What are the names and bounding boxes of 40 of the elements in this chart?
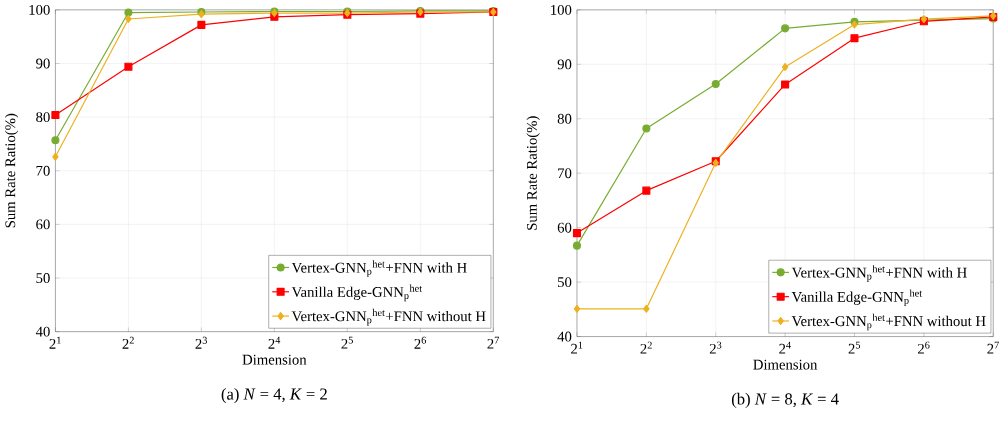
y-tick-label: 90 bbox=[36, 58, 50, 69]
y-tick-label: 70 bbox=[558, 168, 572, 179]
y-tick-label: 100 bbox=[29, 4, 50, 15]
x-axis-title: Dimension bbox=[242, 354, 307, 365]
text: (a) N = 4, K = 2 bbox=[221, 387, 327, 404]
legend-label: Vanilla Edge-GNN$_{p}$het bbox=[291, 284, 423, 302]
x-tick-label: 2$^{2}$ bbox=[122, 336, 134, 349]
legend-label: Vanilla Edge-GNN$_{p}$het bbox=[791, 289, 923, 306]
x-tick-label: 2$^{2}$ bbox=[640, 341, 652, 354]
x-tick-label: 2$^{6}$ bbox=[414, 336, 427, 349]
y-tick-label: 80 bbox=[557, 113, 572, 124]
y-tick-label: 40 bbox=[35, 326, 50, 337]
x-tick-label: 2$^{7}$ bbox=[987, 341, 999, 354]
x-tick-label: 2$^{4}$ bbox=[779, 341, 791, 354]
legend-label: Vertex-GNN$_{p}$$^{het}$+FNN without H bbox=[291, 308, 486, 326]
y-tick-label: 60 bbox=[557, 222, 572, 233]
y-tick-label: 40 bbox=[557, 331, 572, 342]
y-tick-label: 60 bbox=[36, 219, 50, 230]
y-axis-title: Sum Rate Ratio(%) bbox=[526, 116, 540, 230]
x-tick-label: 2$^{1}$ bbox=[571, 341, 583, 354]
legend-label: Vertex-GNN$_{p}$$^{het}$+FNN with H bbox=[791, 265, 967, 282]
legend-label: Vertex-GNN$_{p}$$^{het}$+FNN without H bbox=[791, 313, 986, 331]
x-tick-label: 2$^{5}$ bbox=[848, 341, 861, 354]
y-tick-label: 50 bbox=[36, 273, 50, 283]
x-tick-label: 2$^{3}$ bbox=[195, 336, 207, 349]
y-tick-label: 70 bbox=[36, 165, 50, 176]
y-tick-label: 80 bbox=[36, 112, 50, 123]
x-tick-label: 2$^{5}$ bbox=[341, 336, 353, 349]
legend-label: Vertex-GNN$_{p}$$^{het}$+FNN with H bbox=[291, 260, 467, 277]
y-axis-title: Sum Rate Ratio(%) bbox=[4, 113, 19, 228]
x-tick-label: 2$^{7}$ bbox=[487, 336, 500, 349]
x-tick-label: 2$^{3}$ bbox=[709, 341, 722, 354]
y-tick-label: 100 bbox=[551, 4, 572, 15]
x-tick-label: 2$^{4}$ bbox=[268, 336, 281, 349]
x-tick-label: 2$^{1}$ bbox=[49, 336, 61, 349]
x-tick-label: 2$^{6}$ bbox=[918, 341, 930, 354]
y-tick-label: 50 bbox=[558, 277, 572, 288]
x-axis-title: Dimension bbox=[753, 359, 818, 370]
y-tick-label: 90 bbox=[557, 59, 572, 70]
text: (b) N = 8, K = 4 bbox=[731, 392, 839, 408]
